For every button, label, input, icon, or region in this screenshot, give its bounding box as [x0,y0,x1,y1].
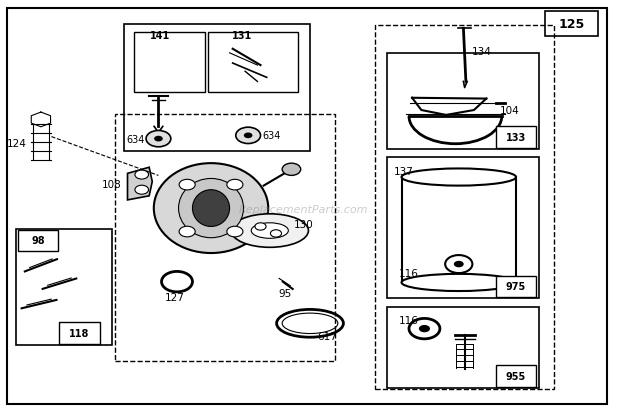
Ellipse shape [192,190,229,227]
Bar [545,12,598,37]
Text: 130: 130 [294,220,314,230]
Text: 104: 104 [499,106,519,116]
Ellipse shape [251,223,288,239]
Circle shape [179,227,195,237]
Bar [388,54,539,149]
Text: 108: 108 [102,180,122,190]
Circle shape [419,325,430,333]
Circle shape [135,171,149,180]
Text: 95: 95 [278,288,292,298]
Bar [125,25,310,151]
Circle shape [227,180,243,191]
Bar [495,127,536,148]
Text: 634: 634 [126,134,144,144]
Text: 116: 116 [399,316,419,326]
Text: ReplacementParts.com: ReplacementParts.com [239,205,368,215]
Circle shape [179,180,195,191]
Text: 127: 127 [165,292,185,302]
Circle shape [135,186,149,195]
Circle shape [227,227,243,237]
Text: 134: 134 [472,47,492,56]
Bar [388,307,539,388]
Ellipse shape [231,214,309,248]
Text: 137: 137 [394,167,414,177]
Circle shape [282,164,301,176]
Circle shape [454,261,464,267]
Ellipse shape [154,164,268,254]
Circle shape [270,230,281,238]
Bar [375,26,554,389]
Bar [134,33,205,92]
Polygon shape [128,168,153,200]
Text: 118: 118 [69,328,90,338]
Bar [115,115,335,362]
Circle shape [154,137,163,142]
Bar [495,276,536,297]
Circle shape [236,128,260,144]
Text: 125: 125 [558,18,585,31]
Bar [18,230,58,252]
Circle shape [146,131,171,147]
Text: 617: 617 [317,331,337,341]
Text: 116: 116 [399,269,419,279]
Ellipse shape [402,274,516,291]
Bar [388,157,539,298]
Bar [495,366,536,387]
Text: 141: 141 [149,31,170,41]
Bar [208,33,298,92]
Text: 98: 98 [31,236,45,246]
Circle shape [255,223,266,231]
Ellipse shape [402,169,516,186]
Ellipse shape [179,179,244,238]
Bar [60,323,100,344]
Circle shape [244,133,252,139]
Text: 131: 131 [232,31,252,41]
Text: 975: 975 [505,281,526,292]
Text: 133: 133 [505,133,526,143]
Text: 634: 634 [262,131,281,141]
Bar [16,229,112,345]
Text: 124: 124 [7,138,27,148]
Text: 955: 955 [505,371,526,381]
